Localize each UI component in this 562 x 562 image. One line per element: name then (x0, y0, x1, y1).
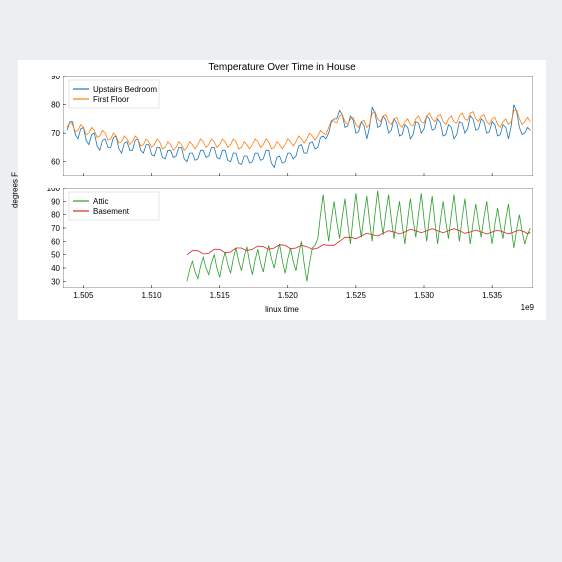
svg-text:90: 90 (51, 76, 60, 81)
bottom-y-axis-ticks: 30 40 50 60 70 80 90 100 (35, 188, 63, 288)
svg-text:60: 60 (51, 237, 60, 246)
svg-text:1.520: 1.520 (278, 291, 299, 300)
chart-title: Temperature Over Time in House (18, 62, 546, 73)
svg-text:70: 70 (51, 224, 60, 233)
legend: AtticBasement (69, 192, 159, 220)
svg-text:70: 70 (51, 129, 60, 138)
svg-text:60: 60 (51, 158, 60, 167)
svg-text:1.515: 1.515 (210, 291, 231, 300)
series-first-floor (67, 110, 530, 150)
y-axis-label: degrees F (11, 172, 20, 208)
svg-text:Upstairs Bedroom: Upstairs Bedroom (93, 85, 157, 94)
svg-text:1.505: 1.505 (73, 291, 94, 300)
svg-text:40: 40 (51, 264, 60, 273)
svg-text:80: 80 (51, 101, 60, 110)
top-panel: Upstairs BedroomFirst Floor (63, 76, 533, 176)
svg-text:90: 90 (51, 197, 60, 206)
svg-text:50: 50 (51, 251, 60, 260)
svg-text:First Floor: First Floor (93, 95, 129, 104)
svg-text:1.535: 1.535 (482, 291, 503, 300)
series-basement (187, 229, 530, 255)
chart-figure: Temperature Over Time in House degrees F… (18, 60, 546, 320)
top-y-axis-ticks: 60 70 80 90 (35, 76, 63, 176)
svg-text:100: 100 (47, 188, 61, 193)
x-axis-exp: 1e9 (521, 303, 534, 312)
svg-text:1.525: 1.525 (346, 291, 367, 300)
bottom-panel: AtticBasement (63, 188, 533, 288)
series-attic (187, 191, 530, 282)
legend: Upstairs BedroomFirst Floor (69, 80, 159, 108)
x-axis-label: linux time (18, 305, 546, 314)
svg-text:1.510: 1.510 (142, 291, 163, 300)
x-axis-ticks: 1.505 1.510 1.515 1.520 1.525 1.530 1.535 (63, 288, 533, 302)
svg-text:80: 80 (51, 211, 60, 220)
svg-text:30: 30 (51, 277, 60, 286)
svg-text:Basement: Basement (93, 207, 130, 216)
svg-text:1.530: 1.530 (414, 291, 435, 300)
svg-text:Attic: Attic (93, 197, 109, 206)
